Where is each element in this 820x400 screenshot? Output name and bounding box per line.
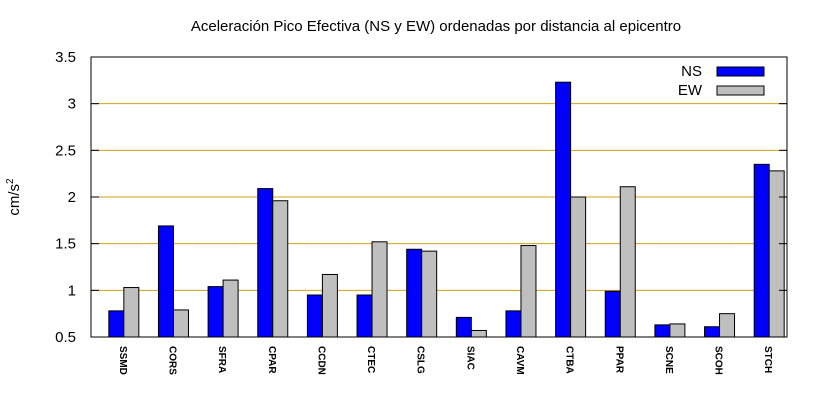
bar-ew (222, 279, 239, 338)
x-tick-label: CAVM (514, 346, 525, 375)
bar-ns (704, 326, 721, 338)
bar-ns (455, 316, 472, 338)
bar-ew (520, 245, 537, 338)
y-tick-label: 3 (68, 96, 76, 113)
bar-ns (306, 294, 323, 338)
x-tick-label: SFRA (216, 346, 227, 373)
legend: NS EW (678, 63, 765, 99)
bar-ew (669, 323, 686, 338)
y-axis-label: cm/s2 (5, 178, 23, 216)
bar-ew (719, 313, 736, 338)
bar-ns (108, 310, 125, 338)
bar-ns (257, 188, 274, 338)
bar-ew (619, 186, 636, 338)
bar-ew (321, 273, 338, 338)
bar-ew (123, 287, 140, 338)
bar-ns (207, 286, 224, 338)
x-tick-label: SSMD (117, 346, 128, 375)
legend-swatch-ns (716, 66, 765, 77)
x-tick-label: STCH (762, 346, 773, 373)
x-tick-label: CPAR (266, 346, 277, 374)
x-axis-labels: SSMD CORS SFRA CPAR CCDN CTEC CSLG SIAC CAVM CTBA… (117, 346, 773, 375)
legend-label-ns: NS (681, 63, 702, 80)
bar-ew (272, 200, 289, 338)
bar-ns (505, 310, 522, 338)
x-tick-label: CORS (166, 346, 177, 375)
x-tick-label: PPAR (613, 346, 624, 374)
bar-ns (604, 290, 621, 338)
legend-swatch-ew (716, 85, 765, 96)
y-tick-label: 0.5 (55, 329, 76, 346)
y-tick-label: 2.5 (55, 142, 76, 159)
x-tick-label: SCOH (713, 346, 724, 375)
y-axis-label-unit: cm/s (6, 184, 23, 216)
x-tick-label: SCNE (663, 346, 674, 374)
bar-ew (371, 241, 388, 338)
bar-ew (570, 196, 587, 338)
y-tick-label: 2 (68, 189, 76, 206)
gridlines (91, 103, 787, 291)
x-tick-label: CSLG (415, 346, 426, 374)
legend-label-ew: EW (678, 82, 703, 99)
x-tick-label: SIAC (464, 346, 475, 370)
bar-ew (470, 329, 487, 338)
bar-ns (406, 248, 423, 338)
bar-ew (421, 250, 438, 338)
y-axis-ticks: 0.5 1 1.5 2 2.5 3 3.5 (55, 49, 787, 346)
bar-ns (157, 225, 174, 338)
bar-ns (753, 163, 770, 338)
y-tick-label: 1 (68, 282, 76, 299)
x-tick-label: CCDN (315, 346, 326, 375)
y-axis-label-exponent: 2 (5, 178, 16, 184)
x-tick-label: CTBA (564, 346, 575, 374)
y-tick-label: 3.5 (55, 49, 76, 66)
bars (108, 81, 785, 338)
chart-title: Aceleración Pico Efectiva (NS y EW) orde… (191, 18, 681, 35)
bar-ns (654, 324, 671, 338)
bar-ns (555, 81, 572, 338)
bar-ns (356, 294, 373, 338)
bar-ew (768, 170, 785, 338)
bar-ew (172, 309, 189, 338)
y-tick-label: 1.5 (55, 236, 76, 253)
x-tick-label: CTEC (365, 346, 376, 373)
